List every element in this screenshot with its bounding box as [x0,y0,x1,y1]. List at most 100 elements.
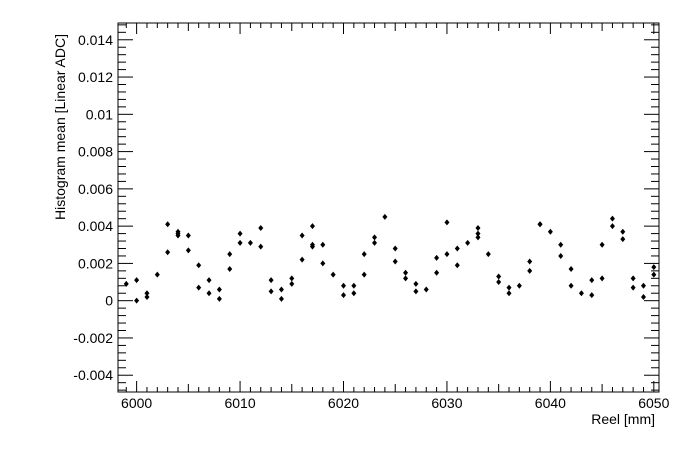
data-point [320,260,326,267]
data-point [454,262,460,269]
y-axis: -0.004 -0.002 0 0.002 0.004 0.006 0.008 0.01 0.0… [73,24,659,391]
x-tick-label: 6020 [328,395,359,411]
data-point [206,290,212,297]
data-point [651,264,657,271]
x-axis-title: Reel [mm] [591,411,655,427]
data-point [123,280,129,287]
data-point [278,286,284,293]
data-point [351,282,357,289]
data-points [123,213,657,304]
data-point [620,228,626,235]
data-point [320,241,326,248]
data-point [413,288,419,295]
y-tick-label: 0.01 [86,106,113,122]
data-point [196,284,202,291]
data-point [165,221,171,228]
data-point [630,284,636,291]
data-point [309,243,315,250]
data-point [506,284,512,291]
x-tick-label: 6040 [535,395,566,411]
data-point [423,286,429,293]
plot-frame [117,22,660,393]
data-point [144,290,150,297]
data-point [475,234,481,241]
y-tick-label: -0.004 [73,367,113,383]
x-tick-label: 6030 [431,395,462,411]
data-point [434,254,440,261]
data-point [599,275,605,282]
data-point [154,271,160,278]
data-point [475,225,481,231]
data-point [258,243,264,250]
data-point [485,251,491,258]
data-point [289,280,295,287]
y-tick-label: 0.004 [78,218,113,234]
x-tick-label: 6000 [121,395,152,411]
x-tick-label: 6010 [224,395,255,411]
y-tick-label: 0.002 [78,255,113,271]
data-point [640,293,646,300]
y-tick-label: 0 [105,293,113,309]
y-tick-label: 0.014 [78,32,113,48]
data-point [568,282,574,289]
data-point [341,292,347,299]
data-point [496,279,502,286]
data-point [185,232,191,239]
data-point [516,282,522,289]
data-point [144,293,150,300]
data-point [227,251,233,258]
data-point [216,286,222,293]
data-point [206,277,212,284]
data-point [258,225,264,231]
data-point [185,247,191,254]
x-axis: 6000 6010 6020 6030 6040 6050 [121,23,670,411]
data-point [465,239,471,246]
data-point [341,282,347,289]
data-point [620,236,626,243]
data-point [434,269,440,276]
y-tick-label: 0.006 [78,181,113,197]
data-point [640,282,646,289]
data-point [216,295,222,302]
data-point [403,269,409,276]
data-point [134,277,140,284]
data-point [630,275,636,282]
y-tick-label: 0.012 [78,69,113,85]
data-point [361,271,367,278]
y-tick-label: -0.002 [73,330,113,346]
data-point [372,239,378,246]
data-point [392,258,398,265]
y-axis-title: Histogram mean [Linear ADC] [52,34,68,220]
data-point [527,258,533,265]
data-point [537,221,543,228]
x-tick-label: 6050 [638,395,669,411]
data-point [609,223,615,230]
data-point [589,277,595,284]
data-point [237,239,243,246]
data-point [475,230,481,237]
data-point [403,275,409,282]
data-point [382,213,388,220]
data-point [527,267,533,274]
data-point [268,277,274,284]
data-point [651,271,657,278]
data-point [599,241,605,248]
data-point [165,249,171,256]
data-point [506,290,512,297]
data-point [196,262,202,269]
data-point [175,232,181,239]
data-point [247,239,253,246]
data-point [299,256,305,263]
data-point [392,245,398,252]
data-point [589,292,595,299]
data-point [578,290,584,297]
data-point [413,280,419,287]
data-point [444,251,450,258]
data-point [496,273,502,280]
data-point [299,232,305,239]
data-point [558,241,564,248]
data-point [568,266,574,272]
data-point [372,234,378,241]
